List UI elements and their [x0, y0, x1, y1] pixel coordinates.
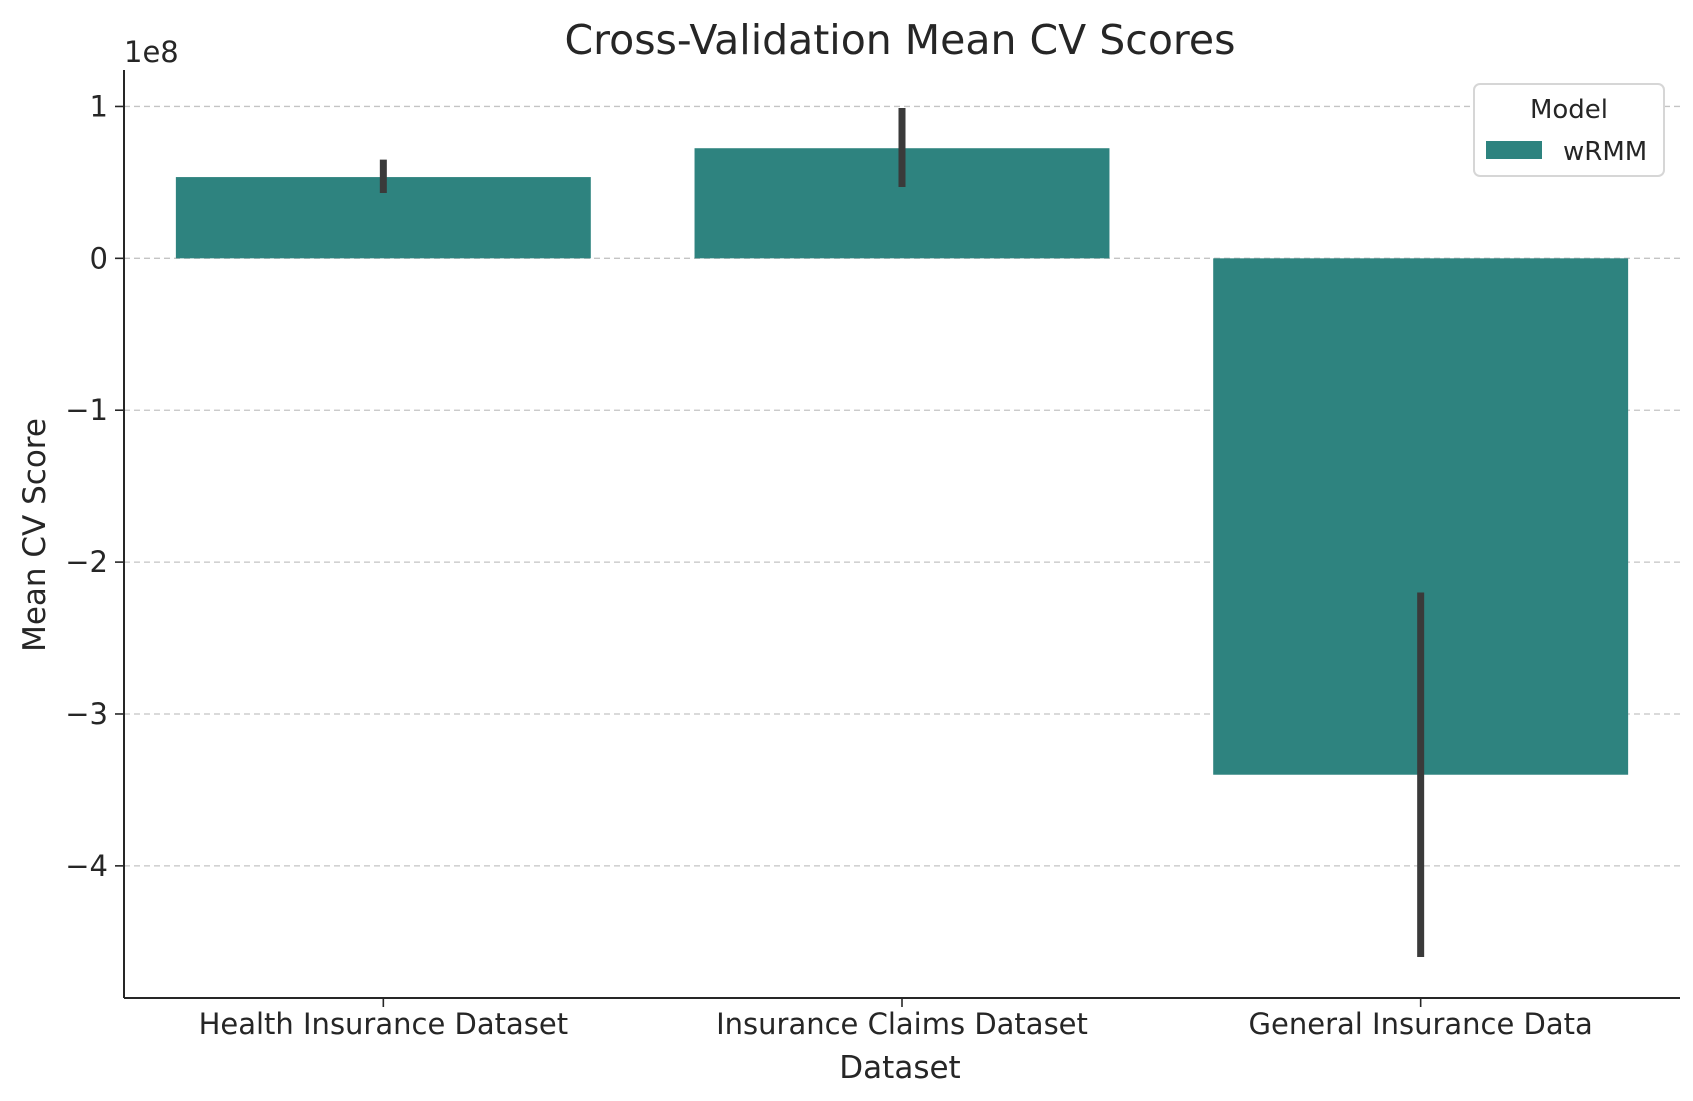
y-tick-label: −2 — [65, 545, 108, 579]
y-tick-label: −4 — [65, 849, 108, 883]
x-tick-label: Health Insurance Dataset — [199, 1007, 569, 1041]
offset-label: 1e8 — [124, 35, 179, 69]
axis-layer: 1 0 −1 −2 −3 −4 Health Insurance Dataset Insura… — [65, 70, 1680, 1041]
x-axis-label: Dataset — [839, 1050, 960, 1086]
x-tick-label: Insurance Claims Dataset — [716, 1007, 1088, 1041]
x-tick-label: General Insurance Data — [1249, 1007, 1593, 1041]
legend-title: Model — [1530, 95, 1608, 125]
y-tick-label: −1 — [65, 393, 108, 427]
chart-title: Cross-Validation Mean CV Scores — [565, 16, 1236, 64]
y-tick-label: 1 — [90, 89, 108, 123]
y-tick-label: −3 — [65, 697, 108, 731]
legend-label: wRMM — [1563, 137, 1647, 167]
y-tick-label: 0 — [90, 241, 108, 275]
bar-layer — [175, 148, 1629, 775]
legend: Model wRMM — [1473, 83, 1665, 177]
y-axis-label: Mean CV Score — [17, 418, 53, 652]
legend-swatch — [1486, 141, 1542, 159]
error-layer — [379, 107, 1425, 957]
